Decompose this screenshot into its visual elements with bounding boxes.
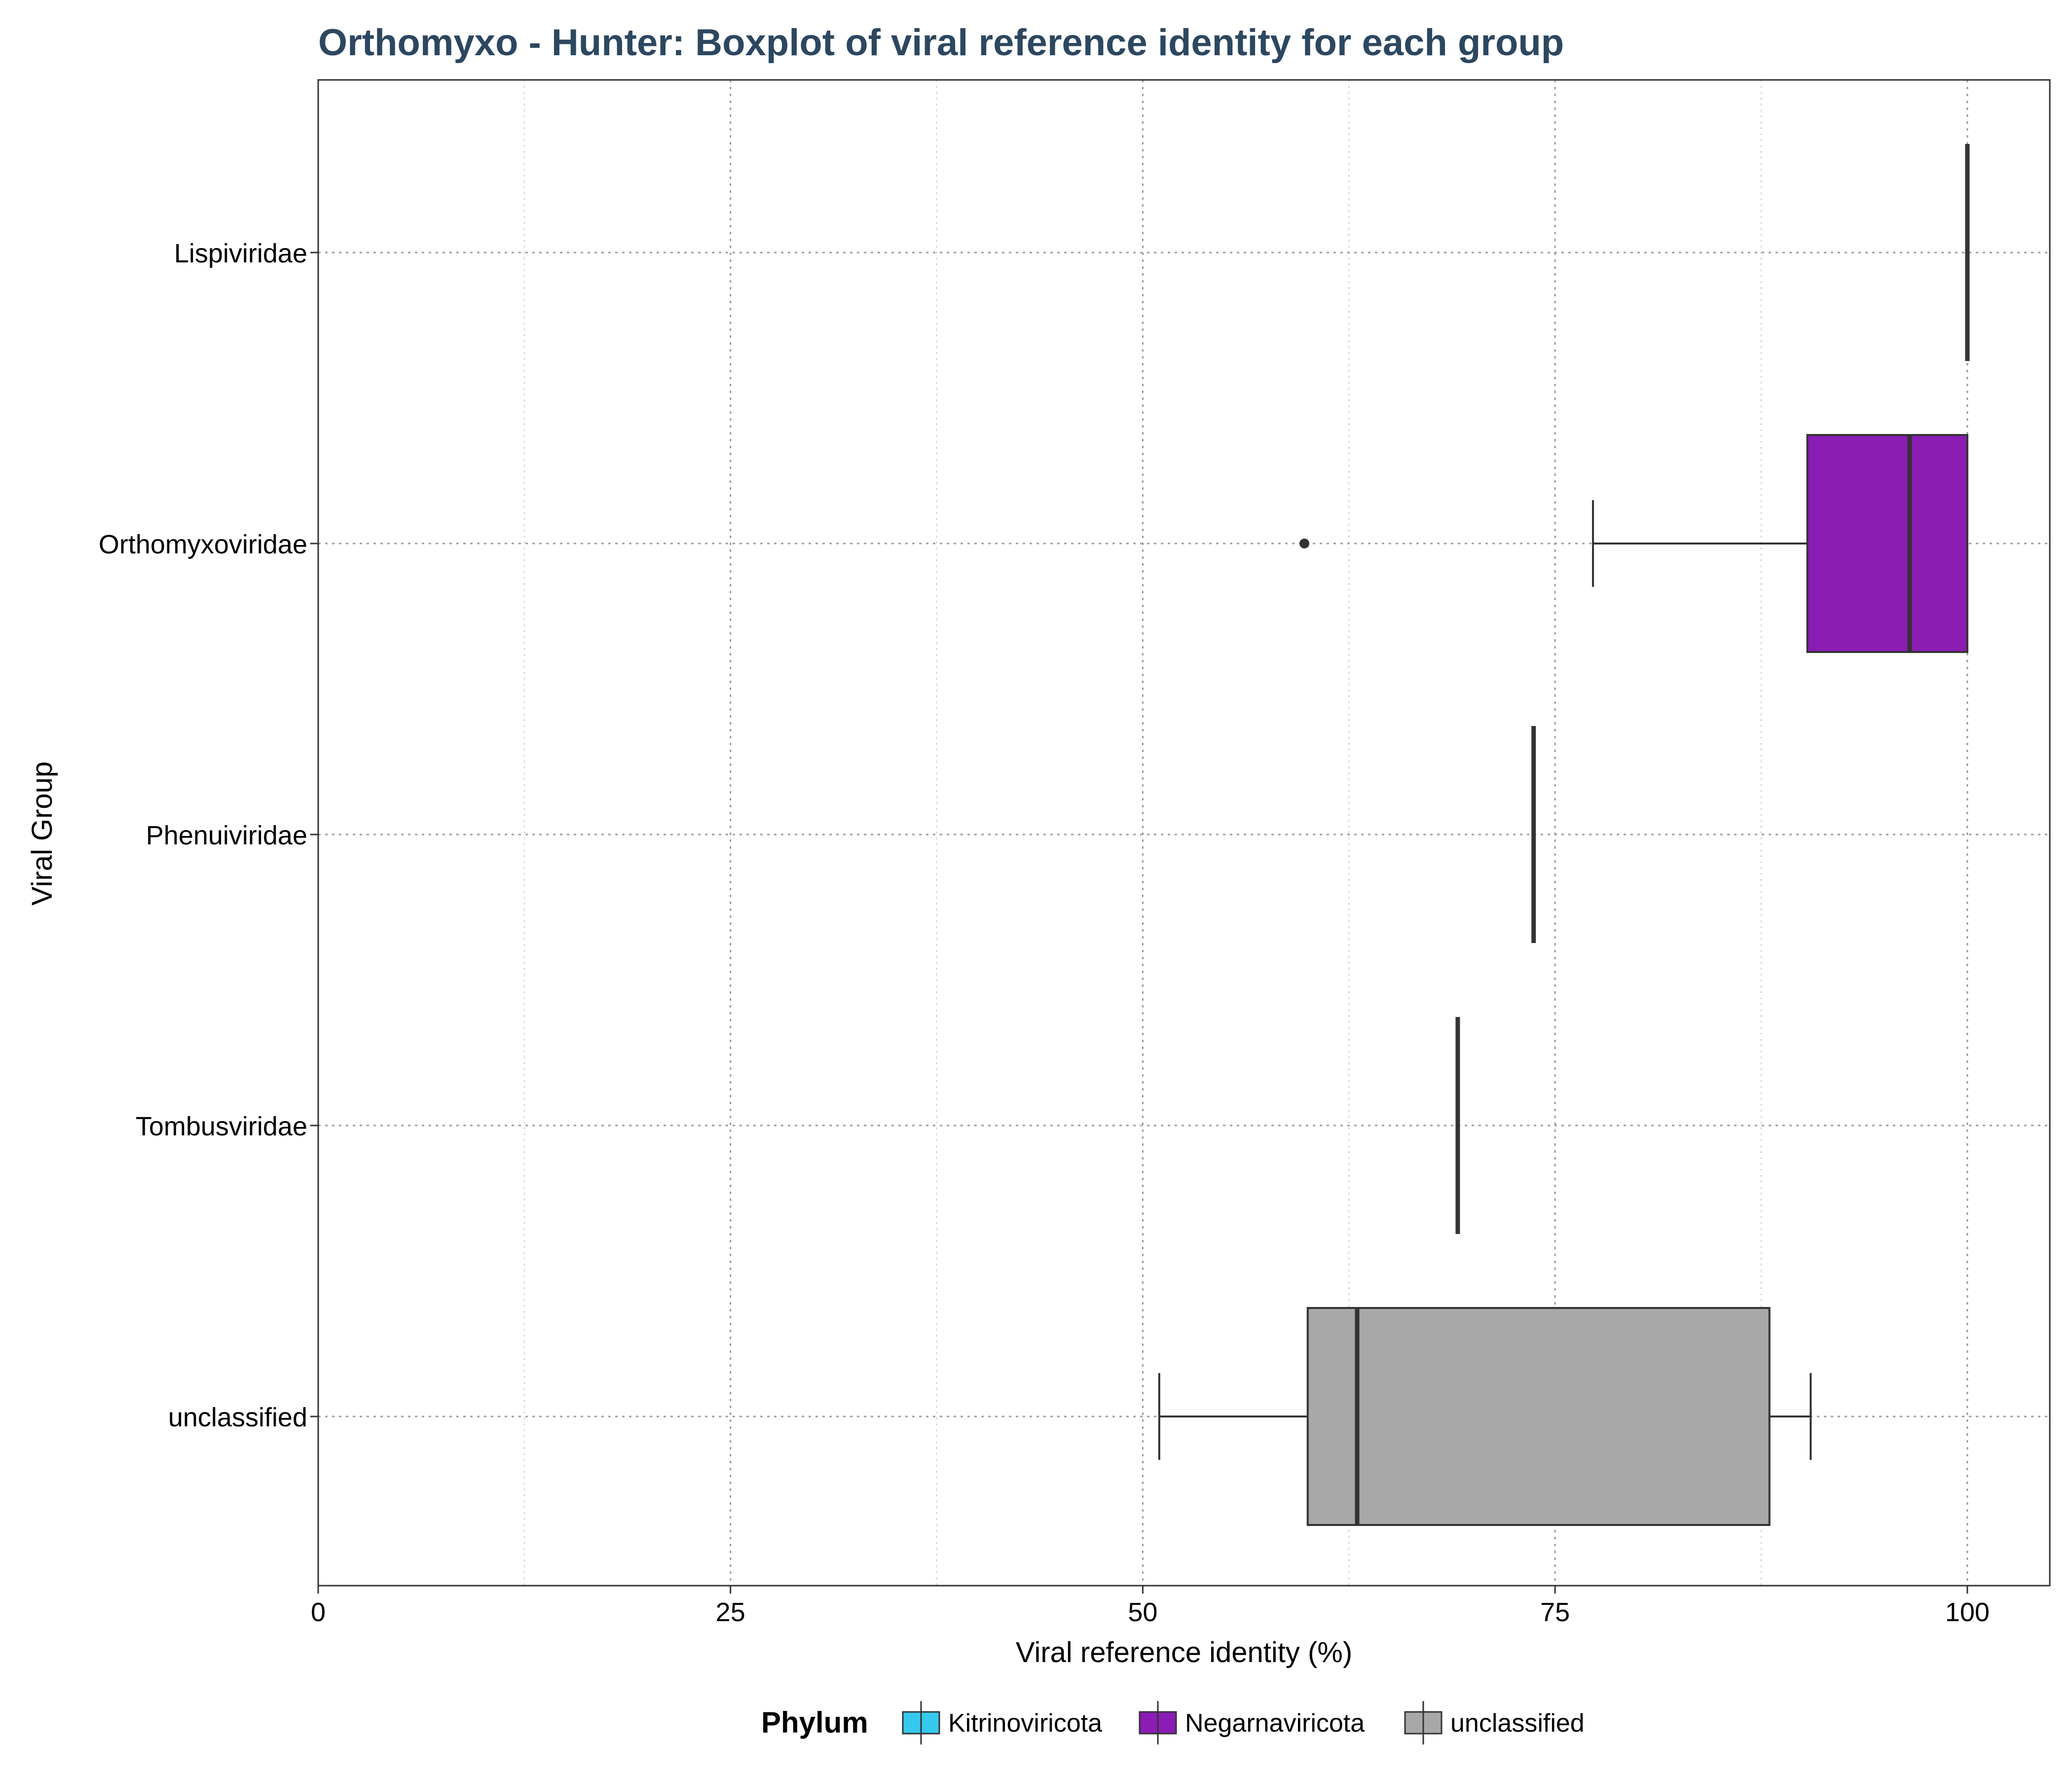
x-axis-label: Viral reference identity (%) <box>1016 1636 1352 1669</box>
box-unclassified <box>1158 1307 1812 1526</box>
outlier-point <box>1299 539 1310 548</box>
x-tick-label: 75 <box>1540 1597 1570 1627</box>
legend-entry: Kitrinoviricota <box>902 1701 1102 1744</box>
x-tick-label: 0 <box>311 1597 326 1627</box>
box-orthomyxoviridae <box>1299 434 1968 653</box>
legend: Phylum Kitrinoviricota Negarnaviricota uncl… <box>761 1701 1585 1744</box>
x-tick-label: 50 <box>1128 1597 1157 1627</box>
y-tick-label: Tombusviridae <box>136 1112 307 1141</box>
panel-border <box>317 79 2051 1587</box>
chart-title: Orthomyxo - Hunter: Boxplot of viral ref… <box>318 22 1564 64</box>
legend-label: Negarnaviricota <box>1185 1709 1365 1738</box>
y-tick-label: Orthomyxoviridae <box>99 530 307 559</box>
legend-entry: Negarnaviricota <box>1139 1701 1365 1744</box>
legend-label: Kitrinoviricota <box>948 1709 1102 1738</box>
x-tick-label: 25 <box>716 1597 745 1627</box>
y-tick-label: unclassified <box>168 1403 307 1432</box>
legend-title: Phylum <box>761 1706 868 1739</box>
y-tick-label: Phenuiviridae <box>146 821 307 850</box>
legend-entry: unclassified <box>1404 1701 1585 1744</box>
y-tick-label: Lispiviridae <box>174 239 307 268</box>
box-layer <box>1158 144 1970 1526</box>
y-axis-label: Viral Group <box>26 762 58 906</box>
legend-label: unclassified <box>1450 1709 1585 1738</box>
box-iqr <box>1806 434 1968 653</box>
x-tick-label: 100 <box>1945 1597 1990 1627</box>
box-iqr <box>1306 1307 1771 1526</box>
axis-layer: Lispiviridae Orthomyxoviridae Phenuivirida… <box>99 239 1990 1627</box>
